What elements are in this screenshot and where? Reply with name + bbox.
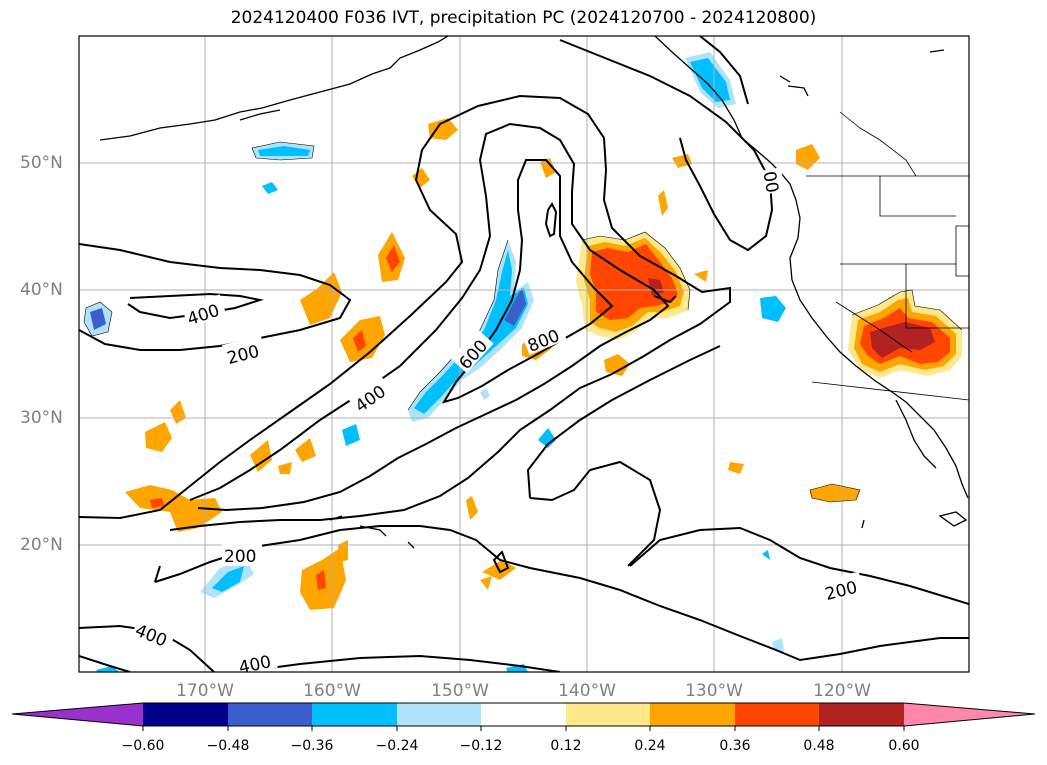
lon-label: 120°W — [813, 681, 871, 701]
contour-label: 00 — [758, 170, 781, 195]
lat-label: 50°N — [20, 153, 63, 173]
colorbar-segment — [228, 703, 312, 726]
lat-label: 20°N — [20, 535, 63, 555]
contour-labels: 400 200 400 600 800 200 400 200 400 00 — [131, 167, 865, 678]
contour-label: 200 — [224, 547, 256, 567]
colorbar-tick-label: −0.36 — [290, 738, 334, 754]
colorbar-tick-label: −0.12 — [459, 738, 503, 754]
ivt-contours — [79, 36, 969, 672]
colorbar-segment — [650, 703, 735, 726]
colorbar-extend-high — [904, 703, 1035, 726]
colorbar-segment — [143, 703, 228, 726]
lon-label: 160°W — [303, 681, 361, 701]
colorbar-tick-label: −0.60 — [121, 738, 165, 754]
lat-label: 40°N — [20, 280, 63, 300]
colorbar-tick-label: −0.24 — [375, 738, 419, 754]
colorbar-tick-label: 0.36 — [719, 738, 751, 754]
colorbar-ticks — [142, 726, 905, 731]
colorbar-tick-label: 0.60 — [888, 738, 920, 754]
colorbar-segment — [481, 703, 566, 726]
colorbar-segment — [397, 703, 481, 726]
lon-label: 130°W — [685, 681, 743, 701]
map-frame — [78, 35, 970, 673]
colorbar-extend-low — [12, 703, 143, 726]
colorbar-tick-label: 0.24 — [634, 738, 666, 754]
colorbar-tick-label: −0.48 — [206, 738, 250, 754]
colorbar-tick-label: 0.12 — [550, 738, 582, 754]
contour-label: 400 — [237, 652, 273, 678]
lon-label: 140°W — [558, 681, 616, 701]
colorbar — [11, 702, 1036, 731]
lat-label: 30°N — [20, 408, 63, 428]
precip-negative-anomalies — [84, 52, 786, 672]
colorbar-segment — [566, 703, 650, 726]
lon-label: 150°W — [431, 681, 489, 701]
political-borders — [806, 111, 969, 401]
colorbar-segment — [735, 703, 819, 726]
map-title: 2024120400 F036 IVT, precipitation PC (2… — [230, 8, 817, 28]
coastlines — [99, 36, 969, 549]
colorbar-tick-label: 0.48 — [803, 738, 835, 754]
colorbar-segment — [312, 703, 397, 726]
lon-label: 170°W — [176, 681, 234, 701]
colorbar-segment — [819, 703, 904, 726]
